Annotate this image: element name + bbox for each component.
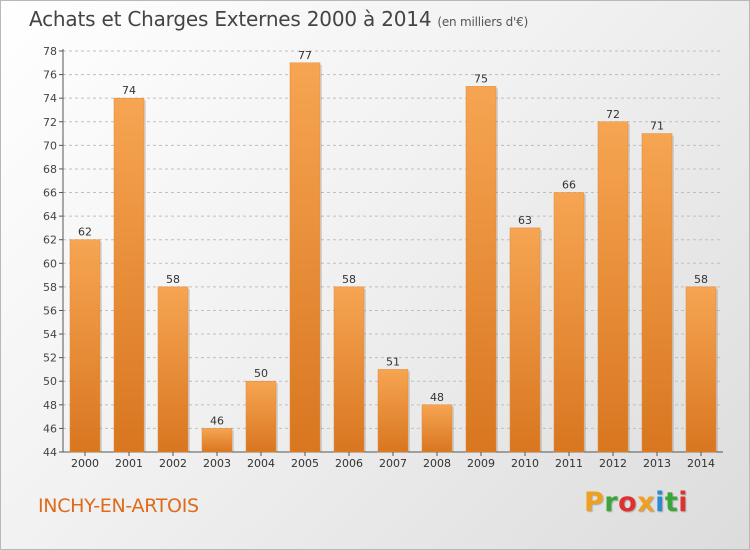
x-tick-label: 2004: [247, 457, 275, 470]
x-tick-label: 2013: [643, 457, 671, 470]
data-label: 48: [430, 391, 444, 404]
x-tick-label: 2014: [687, 457, 715, 470]
data-label: 63: [518, 214, 532, 227]
y-tick-label: 48: [43, 399, 57, 412]
y-tick-label: 78: [43, 45, 57, 58]
logo-letter: i: [655, 487, 665, 518]
x-tick-label: 2006: [335, 457, 363, 470]
bar: [201, 428, 233, 453]
y-tick-label: 44: [43, 446, 57, 459]
bar: [509, 227, 541, 453]
x-tick-label: 2003: [203, 457, 231, 470]
y-tick-label: 52: [43, 352, 57, 365]
bar: [597, 121, 629, 453]
y-tick-label: 68: [43, 163, 57, 176]
chart-title-text: Achats et Charges Externes 2000 à 2014: [29, 7, 432, 31]
logo-letter: i: [678, 487, 689, 518]
x-tick-label: 2010: [511, 457, 539, 470]
x-tick-label: 2007: [379, 457, 407, 470]
data-label: 72: [606, 108, 620, 121]
data-label: 58: [694, 273, 708, 286]
logo-letter: t: [664, 487, 679, 518]
y-tick-label: 60: [43, 257, 57, 270]
y-tick-label: 74: [43, 92, 57, 105]
x-tick-label: 2011: [555, 457, 583, 470]
data-label: 66: [562, 179, 576, 192]
x-tick-label: 2005: [291, 457, 319, 470]
chart-title: Achats et Charges Externes 2000 à 2014 (e…: [29, 7, 528, 31]
x-tick-label: 2008: [423, 457, 451, 470]
data-label: 62: [78, 226, 92, 239]
y-tick-label: 76: [43, 69, 57, 82]
x-tick-label: 2002: [159, 457, 187, 470]
place-name: INCHY-EN-ARTOIS: [38, 495, 199, 517]
data-label: 74: [122, 84, 136, 97]
y-tick-label: 72: [43, 116, 57, 129]
data-label: 51: [386, 355, 400, 368]
y-tick-label: 50: [43, 375, 57, 388]
data-label: 71: [650, 120, 664, 133]
y-tick-label: 46: [43, 422, 57, 435]
y-tick-label: 58: [43, 281, 57, 294]
data-label: 58: [166, 273, 180, 286]
bar: [377, 369, 409, 453]
bar: [157, 286, 189, 453]
bar: [641, 133, 673, 453]
data-label: 77: [298, 49, 312, 62]
y-tick-label: 54: [43, 328, 57, 341]
logo-letter: x: [637, 487, 656, 518]
data-label: 75: [474, 72, 488, 85]
x-tick-label: 2000: [71, 457, 99, 470]
bar: [113, 97, 145, 453]
x-tick-label: 2009: [467, 457, 495, 470]
chart-unit: (en milliers d'€): [437, 15, 529, 29]
bar: [289, 62, 321, 453]
data-label: 58: [342, 273, 356, 286]
y-tick-label: 56: [43, 304, 57, 317]
bar: [421, 404, 453, 453]
bar: [333, 286, 365, 453]
data-label: 50: [254, 367, 268, 380]
y-tick-label: 66: [43, 187, 57, 200]
bar: [465, 86, 497, 453]
y-tick-label: 64: [43, 210, 57, 223]
bar: [685, 286, 717, 453]
y-tick-label: 70: [43, 139, 57, 152]
x-tick-label: 2001: [115, 457, 143, 470]
logo-letter: r: [604, 487, 619, 518]
bar: [69, 239, 101, 453]
x-tick-label: 2012: [599, 457, 627, 470]
logo-letter: P: [584, 487, 605, 518]
data-label: 46: [210, 414, 224, 427]
proxiti-logo: Proxiti: [584, 487, 688, 518]
bar: [245, 380, 277, 453]
bar: [553, 192, 585, 453]
logo-letter: o: [618, 487, 638, 518]
y-tick-label: 62: [43, 234, 57, 247]
